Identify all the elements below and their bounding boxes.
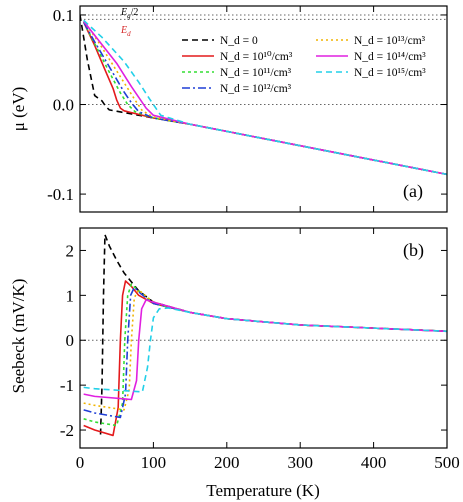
panel-a-tag: (a) [403,181,423,202]
x-tick-label-0: 0 [76,453,85,472]
panel-a-y-ticks: 0.1 0.0 -0.1 [47,6,447,204]
legend-label-0: N_d = 0 [220,35,258,47]
x-tick-label-4: 400 [361,453,387,472]
legend-label-2: N_d = 10¹¹/cm³ [220,67,292,79]
legend: N_d = 0 N_d = 10¹⁰/cm³ N_d = 10¹¹/cm³ N_d =… [182,35,426,95]
panel-a-reference-lines [80,14,447,106]
eg-half-label: Eg/2 [120,7,138,20]
y-tick-label-b-0: 2 [66,241,75,260]
legend-label-4: N_d = 10¹³/cm³ [354,35,426,47]
legend-label-6: N_d = 10¹⁵/cm³ [354,67,426,79]
panel-a-x-ticks [79,6,448,212]
eg-half-label-suffix: /2 [131,7,139,18]
legend-label-5: N_d = 10¹⁴/cm³ [354,51,426,63]
x-tick-label-5: 500 [434,453,460,472]
panel-a-frame [79,5,448,213]
y-tick-label-b-4: -2 [60,421,74,440]
panel-b-tag: (b) [403,240,424,261]
x-axis-label: Temperature (K) [206,481,320,500]
legend-label-1: N_d = 10¹⁰/cm³ [220,51,293,63]
panel-b-y-axis-label: Seebeck (mV/K) [9,279,28,394]
panel-b-y-ticks: 2 1 0 -1 -2 [60,241,447,440]
series-line-a-0 [80,14,447,176]
series-line-a-5 [83,20,447,176]
series-line-a-2 [82,21,447,176]
series-line-b-6 [83,307,447,393]
y-tick-label-a-2: -0.1 [47,185,74,204]
y-tick-label-b-1: 1 [66,286,75,305]
y-tick-label-a-1: 0.0 [53,96,74,115]
x-tick-label-2: 200 [214,453,240,472]
x-tick-label-1: 100 [141,453,167,472]
panel-b-x-ticks: 0 100 200 300 400 500 [76,228,460,472]
series-line-a-6 [83,19,447,176]
series-line-b-0 [99,233,447,435]
ed-label-sub: d [127,30,131,38]
ed-label: Ed [120,25,131,38]
panel-b: 210-1-2 0 100 200 300 400 500 Seebeck (mV/K) … [9,227,460,500]
legend-label-3: N_d = 10¹²/cm³ [220,83,292,95]
y-tick-label-a-0: 0.1 [53,6,74,25]
panel-a-series-lines [80,14,447,176]
y-tick-label-b-2: 0 [66,331,75,350]
y-tick-label-b-3: -1 [60,376,74,395]
panel-b-series-lines [83,233,447,437]
series-line-b-5 [83,299,447,401]
eg-half-label-sub: g [127,12,131,20]
panel-a-y-axis-label: μ (eV) [9,87,28,132]
panel-b-frame [79,227,448,449]
x-tick-label-3: 300 [287,453,313,472]
eg-half-label-main: E [120,7,127,18]
panel-a: 0.1 0.0 -0.1 μ (eV) Eg/2 Ed N_d = 0 N_d = 1… [9,5,448,213]
ed-label-main: E [120,25,127,36]
panel-a-ref-labels: Eg/2 Ed [120,7,138,38]
